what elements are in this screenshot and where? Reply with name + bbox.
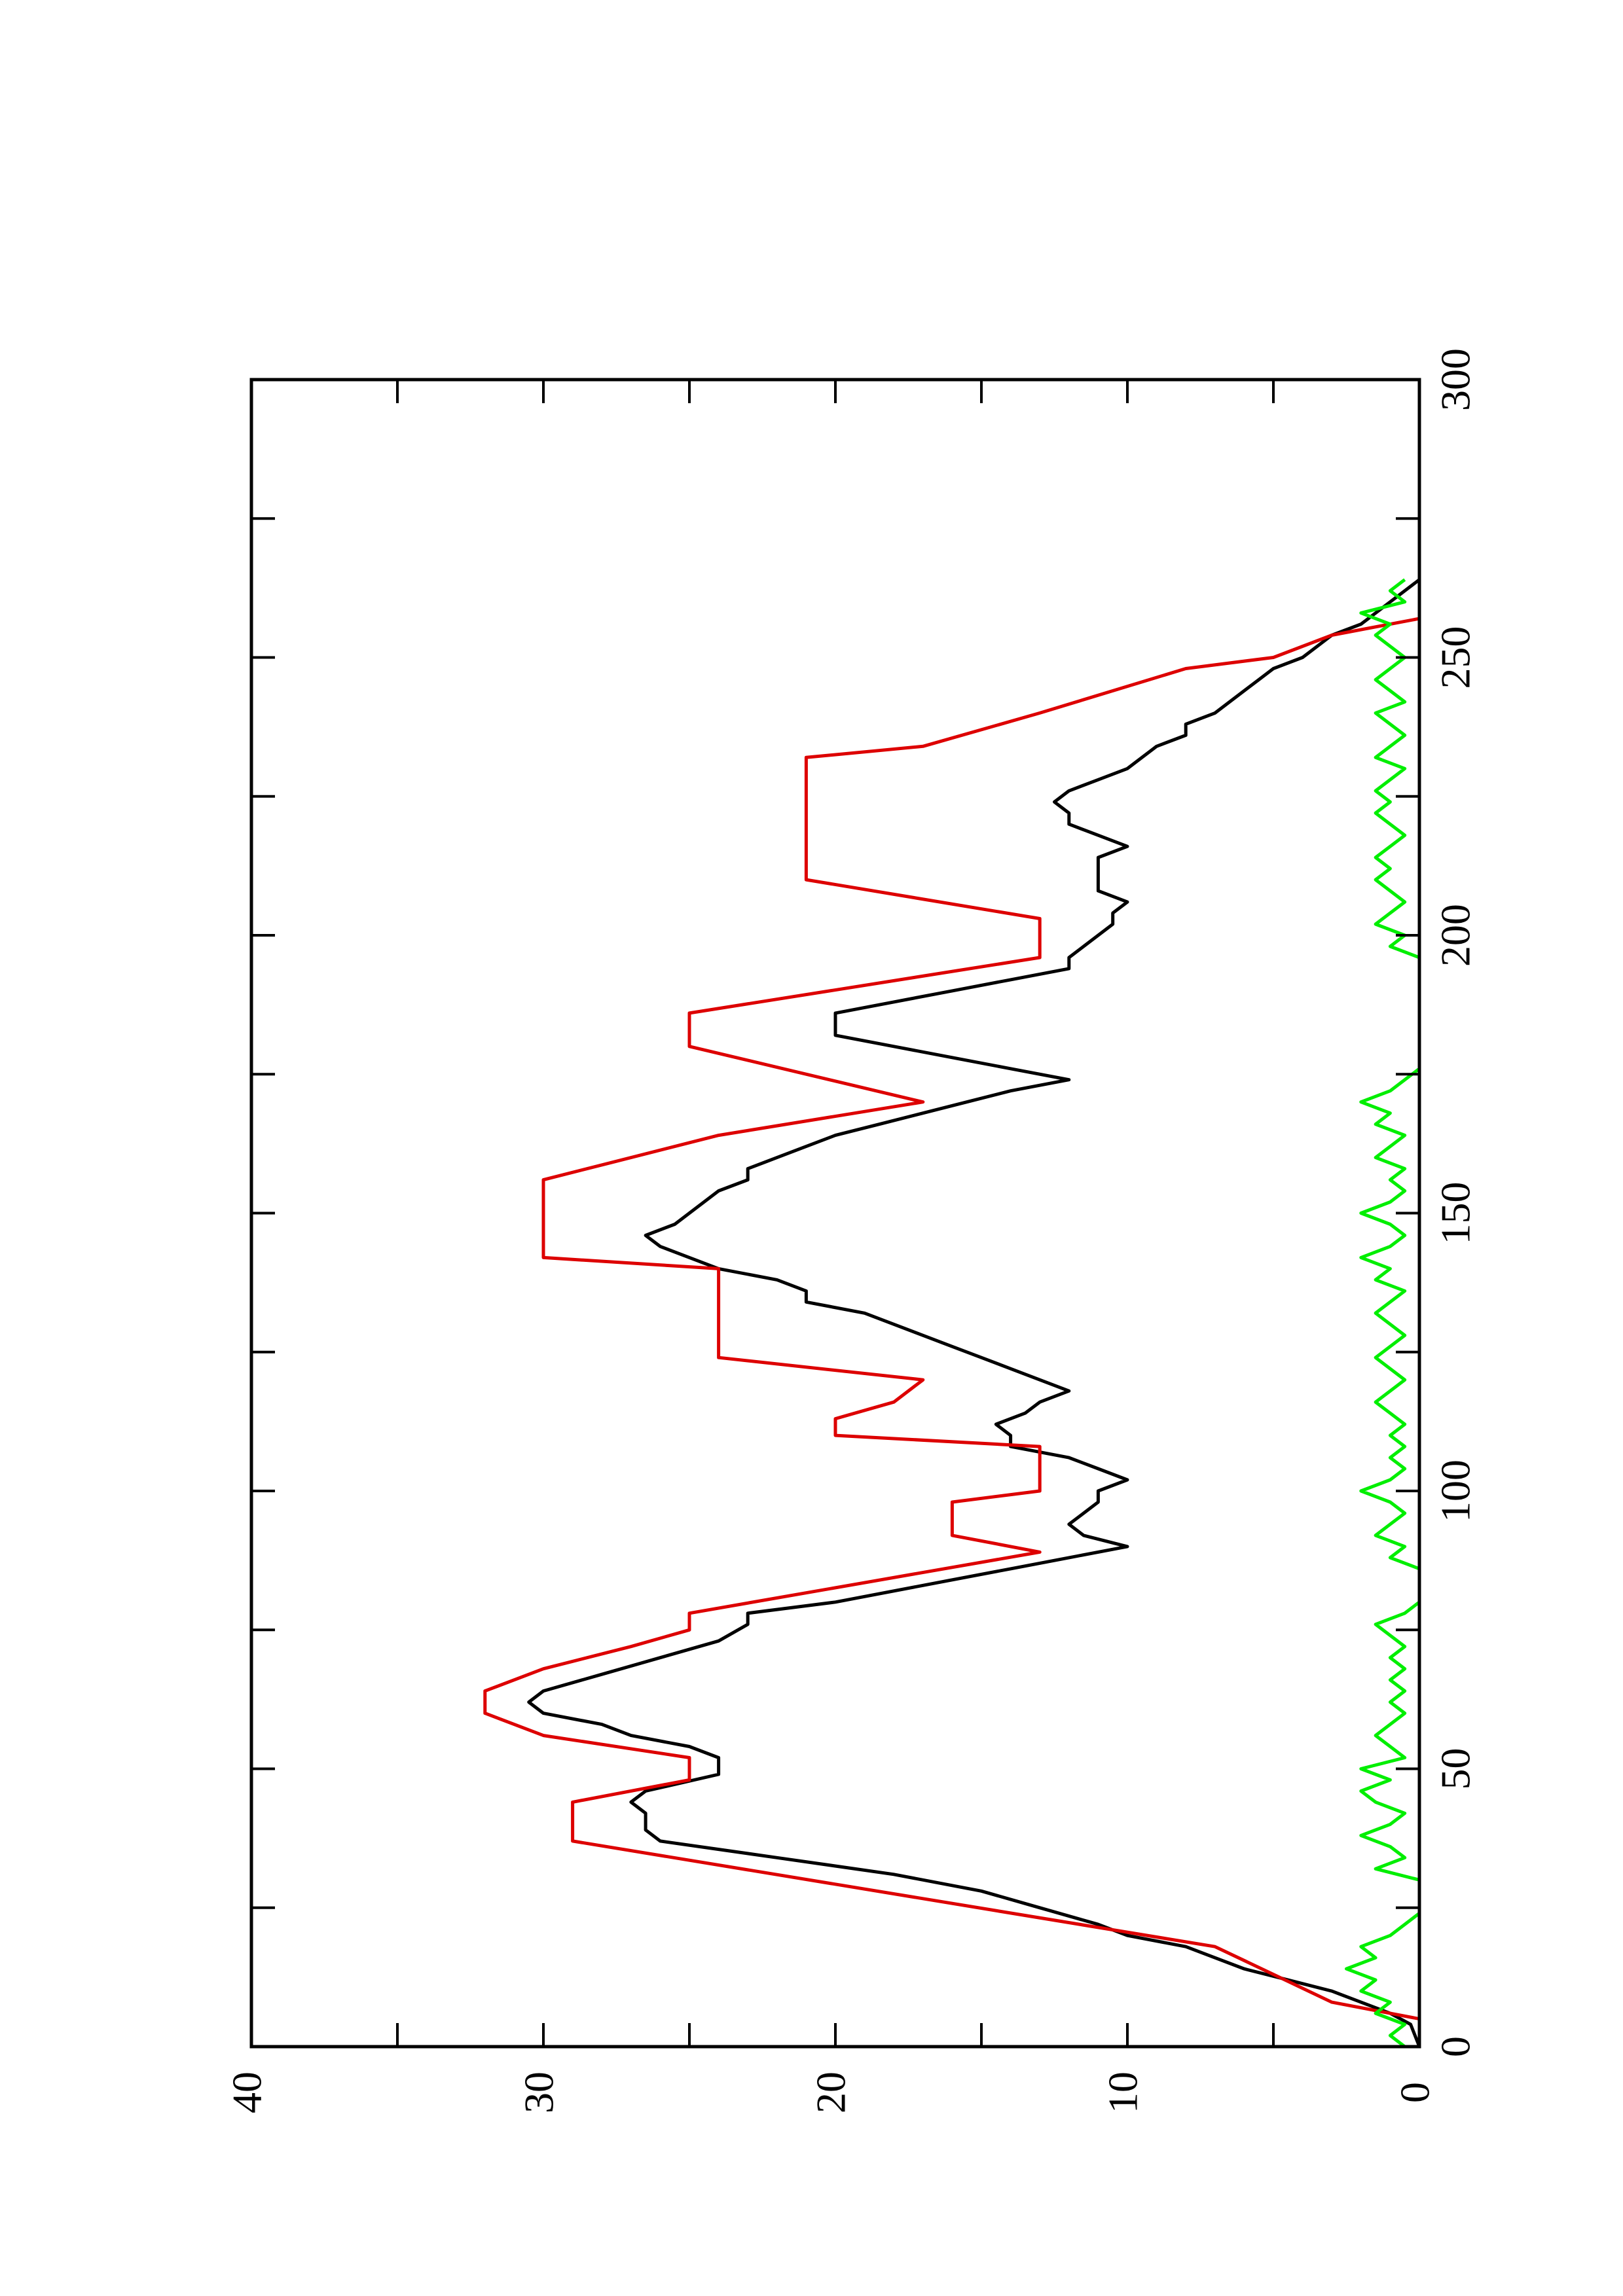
x-tick-label: 300 bbox=[1432, 348, 1479, 411]
labels-layer: 0 50 100 150 200 250 300 0 10 20 30 40 bbox=[224, 348, 1479, 2113]
series-line-3 bbox=[1345, 578, 1421, 2048]
plot-frame bbox=[249, 378, 1421, 2049]
y-tick-label: 0 bbox=[1392, 2082, 1438, 2103]
y-tick-label: 30 bbox=[516, 2072, 562, 2113]
x-tick-label: 0 bbox=[1432, 2036, 1479, 2057]
series-line-1 bbox=[527, 578, 1421, 2047]
y-tick-label: 20 bbox=[808, 2072, 854, 2113]
x-tick-label: 200 bbox=[1432, 904, 1479, 967]
series-layer bbox=[483, 578, 1421, 2048]
series-line-2 bbox=[483, 617, 1420, 2021]
ticks-layer bbox=[250, 378, 1421, 2048]
x-tick-label: 150 bbox=[1432, 1182, 1479, 1245]
x-tick-label: 250 bbox=[1432, 626, 1479, 689]
y-tick-label: 40 bbox=[224, 2072, 270, 2113]
y-tick-label: 10 bbox=[1100, 2072, 1146, 2113]
x-tick-label: 100 bbox=[1432, 1460, 1479, 1522]
x-tick-label: 50 bbox=[1432, 1748, 1479, 1790]
